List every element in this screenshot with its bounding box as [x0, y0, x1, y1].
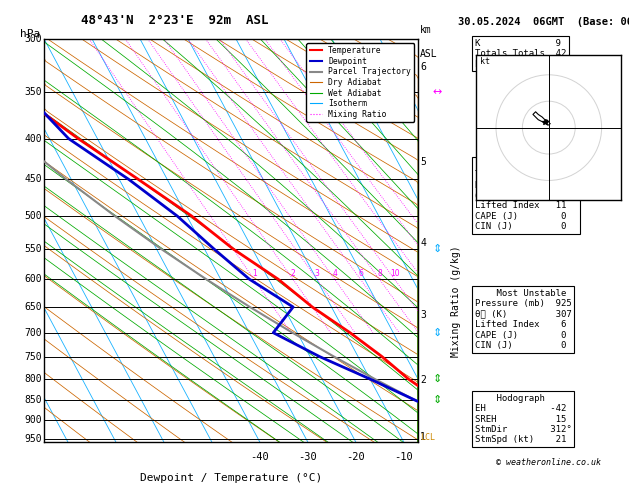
Text: 650: 650 — [25, 302, 42, 312]
Text: 3: 3 — [420, 310, 426, 320]
Text: Surface
Temp (°C)       9
Dewp (°C)       8.6
θᴄ(K)          301
Lifted Index   : Surface Temp (°C) 9 Dewp (°C) 8.6 θᴄ(K) … — [475, 160, 577, 231]
Text: ↔: ↔ — [433, 87, 442, 97]
Text: 900: 900 — [25, 415, 42, 425]
Text: 850: 850 — [25, 395, 42, 405]
Text: 950: 950 — [25, 434, 42, 444]
Text: 750: 750 — [25, 352, 42, 362]
Text: ⇕: ⇕ — [433, 374, 442, 384]
Text: Dewpoint / Temperature (°C): Dewpoint / Temperature (°C) — [140, 472, 322, 483]
Text: 4: 4 — [420, 238, 426, 248]
Text: K              9
Totals Totals  42
PW (cm)      1.52: K 9 Totals Totals 42 PW (cm) 1.52 — [475, 39, 566, 69]
Text: 10: 10 — [390, 269, 399, 278]
Text: -40: -40 — [250, 452, 269, 462]
Text: 550: 550 — [25, 244, 42, 254]
Text: -20: -20 — [347, 452, 365, 462]
Text: 48°43'N  2°23'E  92m  ASL: 48°43'N 2°23'E 92m ASL — [81, 14, 269, 27]
Text: 800: 800 — [25, 374, 42, 384]
Text: LCL: LCL — [420, 433, 435, 442]
Text: 3: 3 — [314, 269, 320, 278]
Text: km: km — [420, 25, 432, 35]
Text: kt: kt — [480, 57, 490, 66]
Text: 2: 2 — [420, 375, 426, 385]
Text: -30: -30 — [299, 452, 317, 462]
Text: ⇕: ⇕ — [433, 328, 442, 338]
Text: 30.05.2024  06GMT  (Base: 06): 30.05.2024 06GMT (Base: 06) — [458, 17, 629, 27]
Text: 1: 1 — [252, 269, 257, 278]
Text: Mixing Ratio (g/kg): Mixing Ratio (g/kg) — [451, 245, 461, 357]
Text: 8: 8 — [377, 269, 382, 278]
Legend: Temperature, Dewpoint, Parcel Trajectory, Dry Adiabat, Wet Adiabat, Isotherm, Mi: Temperature, Dewpoint, Parcel Trajectory… — [306, 43, 415, 122]
Text: 6: 6 — [420, 62, 426, 71]
Text: 450: 450 — [25, 174, 42, 185]
Text: 400: 400 — [25, 134, 42, 144]
Text: 4: 4 — [332, 269, 337, 278]
Text: 600: 600 — [25, 274, 42, 284]
Text: Most Unstable
Pressure (mb)  925
θᴄ (K)         307
Lifted Index    6
CAPE (J)  : Most Unstable Pressure (mb) 925 θᴄ (K) 3… — [475, 289, 572, 350]
Text: 500: 500 — [25, 211, 42, 221]
Text: 300: 300 — [25, 34, 42, 44]
Text: 6: 6 — [359, 269, 363, 278]
Text: 350: 350 — [25, 87, 42, 97]
Text: Hodograph
EH            -42
SREH           15
StmDir        312°
StmSpd (kt)    : Hodograph EH -42 SREH 15 StmDir 312° Stm… — [475, 394, 572, 445]
Text: 1: 1 — [420, 432, 426, 442]
Text: -10: -10 — [394, 452, 413, 462]
Text: 5: 5 — [420, 157, 426, 167]
Text: ASL: ASL — [420, 49, 438, 59]
Text: © weatheronline.co.uk: © weatheronline.co.uk — [496, 458, 601, 468]
Text: ⇕: ⇕ — [433, 395, 442, 405]
Text: hPa: hPa — [19, 29, 40, 39]
Text: 2: 2 — [291, 269, 296, 278]
Text: ⇕: ⇕ — [433, 244, 442, 254]
Text: 700: 700 — [25, 328, 42, 338]
